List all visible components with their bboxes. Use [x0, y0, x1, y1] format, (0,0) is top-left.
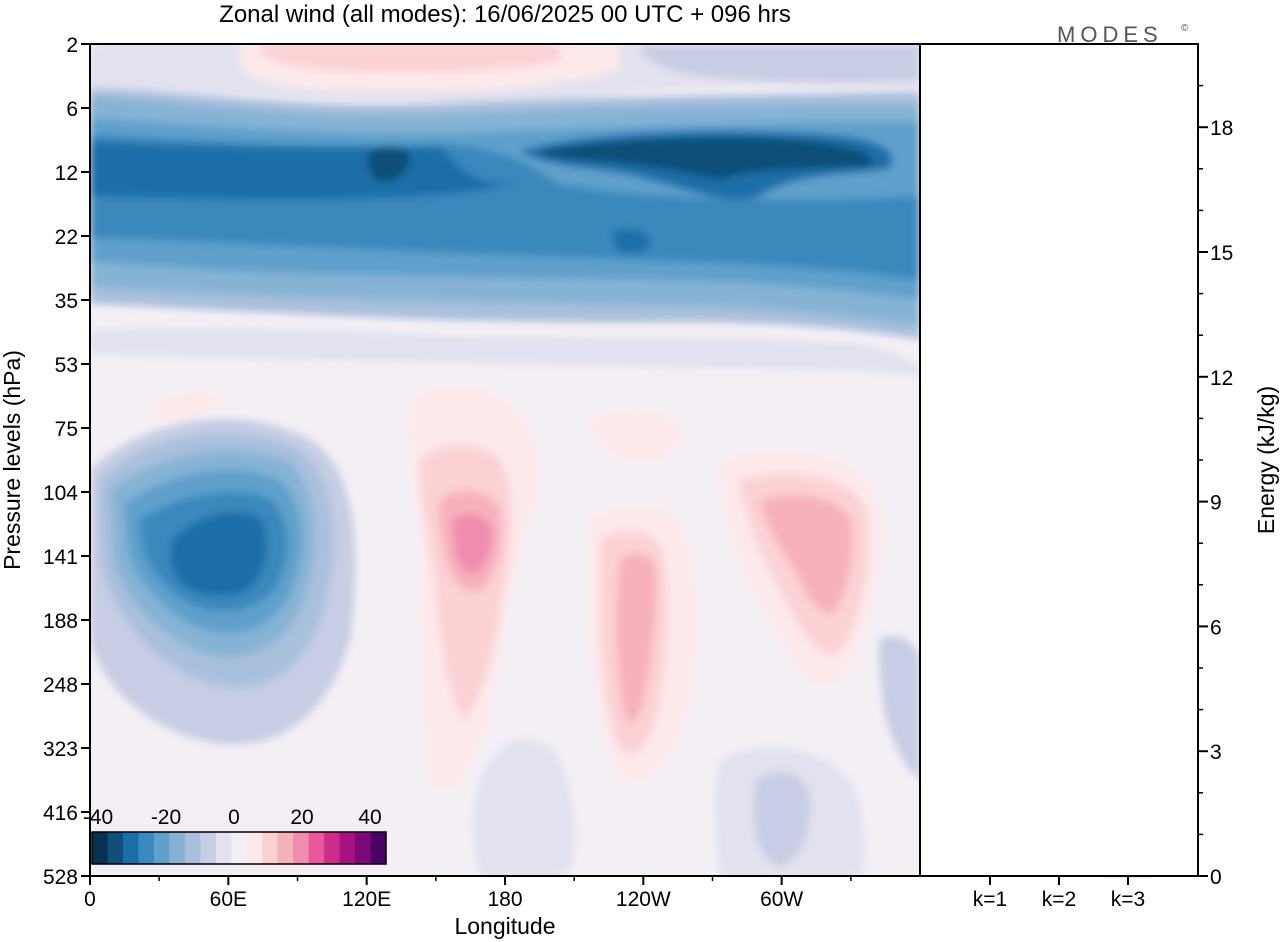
colorbar-swatch [293, 832, 310, 864]
y-tick-label: 53 [55, 354, 78, 377]
colorbar-tick-label: -20 [151, 806, 181, 829]
colorbar-swatch [262, 832, 279, 864]
colorbar-swatch [246, 832, 263, 864]
copyright-mark: © [1181, 23, 1189, 34]
colorbar-swatch [138, 832, 155, 864]
y-tick-label: 528 [43, 866, 78, 889]
x-tick-label: 120E [342, 888, 391, 911]
modes-logo: MODES [1057, 22, 1163, 47]
x-tick-label: 180 [487, 888, 522, 911]
longitude-tick-group: 0 60E 120E 180 120W 60W [84, 876, 852, 911]
energy-tick-group: 0 3 6 9 12 15 18 [1198, 84, 1233, 889]
energy-tick-label: 15 [1210, 242, 1233, 265]
heatmap-field [90, 44, 920, 876]
colorbar-tick-label: 0 [228, 806, 240, 829]
colorbar-swatch [355, 832, 372, 864]
x-tick-label: 60E [210, 888, 247, 911]
y-tick-label: 248 [43, 674, 78, 697]
energy-category-label: k=1 [973, 888, 1007, 911]
energy-tick-label: 18 [1210, 117, 1233, 140]
x-tick-label: 120W [616, 888, 671, 911]
energy-bar [1035, 875, 1083, 877]
colorbar-swatch [184, 832, 201, 864]
colorbar-tick-label: 40 [358, 806, 381, 829]
y-tick-label: 323 [43, 738, 78, 761]
colorbar-swatch [169, 832, 186, 864]
energy-panel-frame [919, 43, 1199, 877]
y-tick-label: 6 [66, 98, 78, 121]
y-tick-label: 188 [43, 610, 78, 633]
colorbar-swatch [231, 832, 248, 864]
colorbar-tick-label: 20 [290, 806, 313, 829]
energy-category-label: k=3 [1111, 888, 1145, 911]
chart-title: Zonal wind (all modes): 16/06/2025 00 UT… [219, 1, 791, 28]
energy-axis-label: Energy (kJ/kg) [1253, 386, 1279, 534]
y-tick-label: 12 [55, 162, 78, 185]
energy-tick-label: 9 [1210, 492, 1222, 515]
energy-category-label: k=2 [1042, 888, 1076, 911]
colorbar-swatch [92, 832, 108, 864]
x-axis-label: Longitude [454, 913, 555, 939]
energy-tick-label: 12 [1210, 367, 1233, 390]
colorbar-swatch [153, 832, 170, 864]
y-tick-label: 22 [55, 226, 78, 249]
y-tick-label: 141 [43, 546, 78, 569]
y-tick-label: 2 [66, 34, 78, 57]
energy-tick-label: 0 [1210, 866, 1222, 889]
y-axis-label: Pressure levels (hPa) [0, 350, 25, 570]
y-tick-label: 75 [55, 418, 78, 441]
pressure-tick-group: 2 6 12 22 35 53 75 104 141 188 248 323 416 528 [43, 34, 90, 889]
colorbar-frame [91, 831, 387, 865]
colorbar-swatch [277, 832, 294, 864]
colorbar: -40 -20 0 20 40 [83, 806, 387, 865]
colorbar-swatch [339, 832, 356, 864]
colorbar-swatch [324, 832, 341, 864]
colorbar-swatch [107, 832, 124, 864]
y-tick-label: 416 [43, 802, 78, 825]
y-tick-label: 104 [43, 482, 78, 505]
colorbar-swatch [370, 832, 387, 864]
colorbar-swatch [122, 832, 139, 864]
colorbar-swatch [200, 832, 217, 864]
colorbar-swatch [215, 832, 232, 864]
colorbar-tick-label: -40 [83, 806, 113, 829]
energy-tick-label: 3 [1210, 741, 1222, 764]
energy-tick-label: 6 [1210, 616, 1222, 639]
x-tick-label: 60W [760, 888, 803, 911]
colorbar-swatch [308, 832, 325, 864]
energy-bar [966, 875, 1014, 877]
energy-bars: k=1 k=2 k=3 [966, 875, 1152, 911]
y-tick-label: 35 [55, 290, 78, 313]
x-tick-label: 0 [84, 888, 96, 911]
